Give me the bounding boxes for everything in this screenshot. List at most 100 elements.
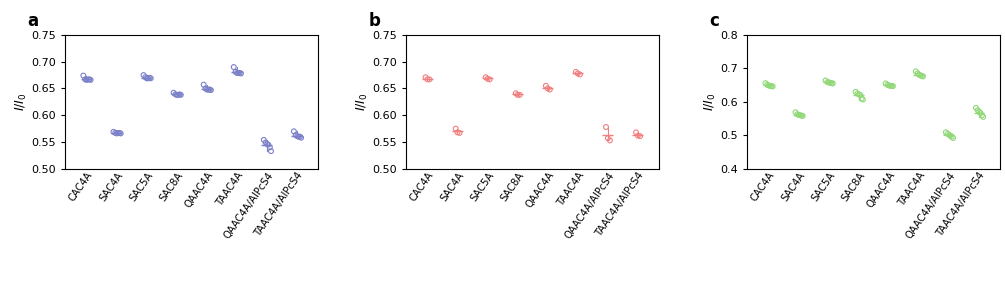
Point xyxy=(915,74,931,79)
Point xyxy=(940,131,956,136)
Point xyxy=(257,140,273,145)
Point xyxy=(938,130,954,135)
Point xyxy=(881,83,897,88)
Point xyxy=(232,71,248,75)
Point xyxy=(419,77,435,82)
Point xyxy=(572,72,588,77)
Point xyxy=(630,133,646,138)
Point xyxy=(202,87,218,92)
Point xyxy=(632,134,648,139)
Point xyxy=(82,78,98,82)
Point xyxy=(293,135,310,140)
Point xyxy=(788,110,804,115)
Point xyxy=(789,112,805,117)
Point xyxy=(913,73,929,78)
Point xyxy=(199,87,215,92)
Point xyxy=(417,75,433,79)
Point xyxy=(794,113,810,118)
Point xyxy=(945,136,961,140)
Point xyxy=(510,93,526,97)
Point xyxy=(451,131,467,135)
Point xyxy=(259,142,275,146)
Point xyxy=(853,96,869,101)
Point xyxy=(598,125,614,129)
Point xyxy=(290,134,307,139)
Point xyxy=(172,92,188,97)
Point xyxy=(973,111,989,115)
Point xyxy=(289,134,306,139)
Point xyxy=(421,77,437,82)
Point xyxy=(78,78,94,82)
Point xyxy=(968,106,984,110)
Point xyxy=(196,82,212,87)
Point xyxy=(823,81,839,86)
Point xyxy=(291,134,308,139)
Point xyxy=(136,73,152,77)
Point xyxy=(77,77,93,82)
Point xyxy=(855,97,871,102)
Point xyxy=(106,129,122,134)
Point xyxy=(108,131,124,135)
Point xyxy=(481,77,497,82)
Point xyxy=(879,82,895,87)
Point xyxy=(600,136,616,141)
Point xyxy=(570,71,586,76)
Point xyxy=(882,84,898,88)
Point xyxy=(447,126,463,131)
Point xyxy=(110,131,126,135)
Point xyxy=(81,77,97,82)
Point xyxy=(884,84,900,88)
Point xyxy=(944,134,960,139)
Point xyxy=(759,82,775,87)
Point xyxy=(169,93,185,97)
Point xyxy=(173,93,189,97)
Point xyxy=(791,113,807,117)
Point xyxy=(260,142,276,147)
Point xyxy=(975,115,991,119)
Point xyxy=(628,130,644,135)
Point xyxy=(112,131,128,135)
Point xyxy=(542,87,558,92)
Point xyxy=(852,93,868,97)
Point xyxy=(226,65,242,69)
Point xyxy=(285,129,302,134)
Point xyxy=(233,71,249,76)
Point xyxy=(255,138,271,142)
Point xyxy=(261,145,277,150)
Point xyxy=(825,81,841,86)
Point xyxy=(197,86,213,91)
Point xyxy=(912,72,928,77)
Point xyxy=(914,73,930,78)
Point xyxy=(817,78,833,83)
Point xyxy=(971,110,987,114)
Point xyxy=(883,84,899,88)
Point xyxy=(166,91,182,95)
Point xyxy=(974,113,990,118)
Text: c: c xyxy=(710,12,720,30)
Point xyxy=(764,84,780,88)
Point xyxy=(538,84,554,88)
Point xyxy=(819,80,835,84)
Point xyxy=(761,83,777,88)
Point xyxy=(139,76,155,81)
Point xyxy=(795,113,811,118)
Point xyxy=(109,131,125,136)
Point xyxy=(792,113,808,118)
Point xyxy=(75,73,91,78)
Point xyxy=(821,80,837,85)
Point xyxy=(140,76,156,81)
Point xyxy=(943,133,959,138)
Point xyxy=(512,93,528,97)
Point xyxy=(941,133,957,137)
Text: b: b xyxy=(369,12,380,30)
Point xyxy=(170,93,186,97)
Y-axis label: $I/I_0$: $I/I_0$ xyxy=(355,93,370,111)
Point xyxy=(847,90,863,94)
Point xyxy=(602,138,618,143)
Point xyxy=(758,81,774,86)
Point xyxy=(970,108,986,113)
Point xyxy=(479,77,495,81)
Point xyxy=(477,75,493,79)
Point xyxy=(449,130,465,135)
Point xyxy=(910,71,926,76)
